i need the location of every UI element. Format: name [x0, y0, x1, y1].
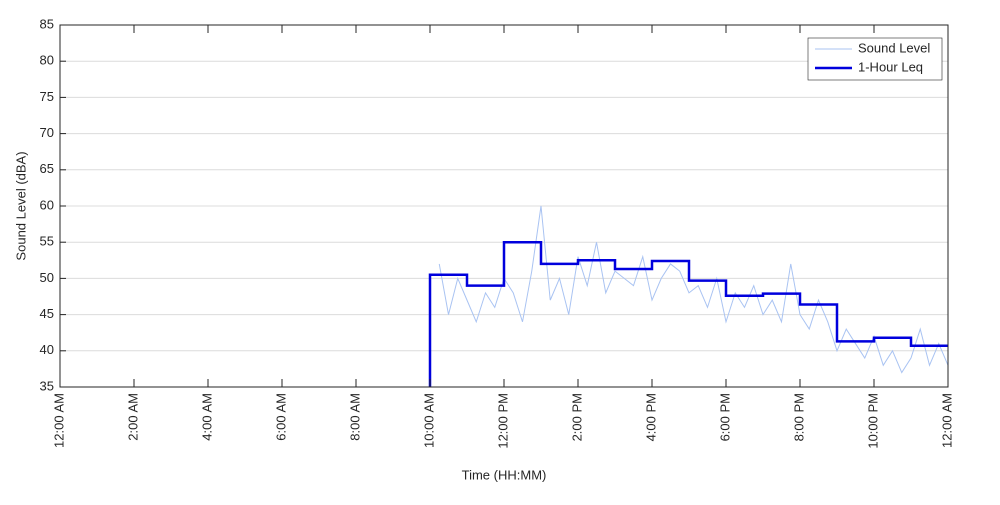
sound-line — [438, 205, 949, 374]
legend-label: 1-Hour Leq — [858, 59, 923, 74]
x-tick-label: 8:00 AM — [347, 393, 362, 441]
x-tick-label: 2:00 AM — [125, 393, 140, 441]
y-axis-label: Sound Level (dBA) — [13, 151, 28, 260]
y-tick-label: 35 — [40, 378, 54, 393]
leq-line — [428, 240, 948, 387]
x-tick-label: 10:00 AM — [421, 393, 436, 448]
x-tick-label: 4:00 AM — [199, 393, 214, 441]
x-tick-label: 6:00 PM — [717, 393, 732, 441]
y-tick-label: 50 — [40, 270, 54, 285]
x-tick-label: 6:00 AM — [273, 393, 288, 441]
x-tick-label: 8:00 PM — [791, 393, 806, 441]
legend-box — [807, 37, 943, 81]
y-tick-label: 80 — [40, 53, 54, 68]
x-tick-label: 4:00 PM — [643, 393, 658, 441]
y-tick-label: 60 — [40, 197, 54, 212]
x-tick-label: 10:00 PM — [865, 393, 880, 449]
y-tick-label: 55 — [40, 234, 54, 249]
y-tick-label: 70 — [40, 125, 54, 140]
x-tick-label: 12:00 PM — [495, 393, 510, 449]
x-axis-label: Time (HH:MM) — [462, 467, 547, 482]
y-tick-label: 65 — [40, 161, 54, 176]
y-tick-label: 85 — [40, 16, 54, 31]
y-tick-label: 45 — [40, 306, 54, 321]
y-tick-label: 40 — [40, 342, 54, 357]
y-tick-label: 75 — [40, 89, 54, 104]
legend-label: Sound Level — [858, 40, 930, 55]
x-tick-label: 12:00 AM — [51, 393, 66, 448]
x-tick-label: 12:00 AM — [939, 393, 954, 448]
x-tick-label: 2:00 PM — [569, 393, 584, 441]
